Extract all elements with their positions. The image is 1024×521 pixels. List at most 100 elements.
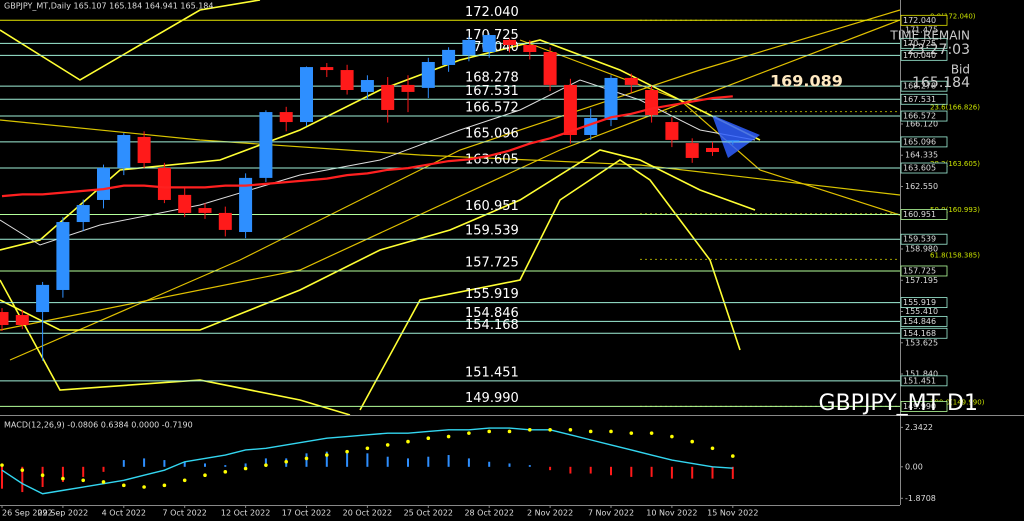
candle-body	[56, 222, 70, 290]
candle-body	[421, 61, 435, 88]
macd-signal-dot	[365, 446, 370, 451]
x-tick-label: 26 Sep 2022	[2, 509, 53, 518]
trendline	[0, 19, 901, 331]
macd-signal-dot	[588, 429, 593, 434]
x-tick-label: 20 Oct 2022	[343, 509, 392, 518]
level-label: 155.919	[465, 287, 519, 302]
level-label: 167.531	[465, 84, 519, 99]
macd-signal-dot	[182, 478, 187, 483]
ma-line	[1, 95, 733, 198]
candle-body	[645, 90, 659, 116]
macd-signal-dot	[162, 483, 167, 488]
level-box	[900, 37, 948, 49]
level-label: 165.096	[465, 126, 519, 141]
macd-signal-dot	[20, 468, 25, 472]
level-axis-label: 165.096	[903, 137, 936, 146]
fib-label: 100.0(149.990)	[930, 398, 985, 406]
trendline	[9, 9, 901, 361]
level-axis-label: 149.990	[903, 402, 936, 411]
macd-signal-dot	[426, 436, 431, 440]
level-box	[900, 80, 948, 92]
candle-body	[604, 77, 618, 120]
candle-body	[685, 143, 699, 158]
macd-signal-dot	[284, 459, 289, 464]
y-tick-label: 162.550	[905, 182, 938, 191]
big-price: 169.089	[770, 72, 843, 91]
level-box	[900, 49, 948, 61]
candle-body	[279, 112, 293, 123]
macd-signal-dot	[40, 473, 45, 478]
bid-price: 165.184	[912, 75, 970, 91]
macd-signal-dot	[609, 429, 613, 434]
level-axis-label: 166.572	[903, 112, 936, 121]
candle-body	[462, 39, 476, 55]
x-tick-label: 29 Sep 2022	[38, 509, 89, 518]
level-box	[900, 209, 948, 220]
candle-body	[36, 284, 50, 313]
candle-body	[360, 80, 374, 92]
macd-signal-dot	[568, 427, 573, 432]
macd-signal-dot	[61, 476, 65, 481]
level-box	[900, 93, 948, 105]
level-axis-label: 168.278	[903, 82, 936, 91]
candle-body	[563, 84, 577, 136]
macd-signal-dot	[304, 456, 309, 461]
envelope-lower	[359, 159, 741, 411]
level-axis-label: 155.919	[903, 298, 936, 307]
candle-body	[340, 70, 354, 91]
macd-signal-dot	[548, 427, 552, 432]
candle-body	[300, 67, 313, 123]
level-label: 168.278	[465, 71, 519, 86]
fib-label: 61.8(158.385)	[930, 251, 980, 259]
macd-signal-dot	[122, 483, 126, 488]
candle-body	[706, 147, 719, 152]
macd-signal-dot	[101, 480, 106, 484]
candle-body	[137, 136, 151, 164]
level-axis-label: 154.846	[903, 317, 936, 326]
level-box	[900, 162, 948, 174]
time-remain-label: TIME REMAIN	[889, 29, 970, 43]
macd-signal-dot	[649, 431, 654, 435]
envelope-lower	[0, 279, 351, 416]
level-box	[900, 265, 948, 277]
level-box	[900, 136, 948, 148]
candle-body	[157, 167, 171, 200]
level-axis-label: 151.451	[903, 376, 936, 385]
level-axis-label: 154.168	[903, 329, 936, 338]
bollinger-lower	[0, 149, 756, 331]
candle-body	[523, 45, 537, 53]
macd-signal-dot	[264, 463, 268, 467]
candle-body	[482, 35, 496, 53]
candle-body	[198, 208, 212, 213]
level-label: 163.605	[465, 153, 519, 168]
y-tick-label: 2.3422	[905, 423, 933, 432]
candle-body	[442, 49, 456, 65]
candle-body	[97, 167, 110, 200]
level-box	[900, 14, 948, 26]
level-box	[900, 315, 948, 327]
macd-signal-dot	[385, 443, 390, 447]
level-axis-label: 172.040	[903, 16, 936, 25]
macd-signal-dot	[467, 431, 471, 435]
candle-body	[178, 194, 192, 213]
y-tick-label: 158.980	[905, 245, 938, 254]
level-box	[900, 375, 948, 387]
level-axis-label: 160.951	[903, 210, 936, 219]
level-label: 160.951	[465, 199, 519, 214]
highlight-triangle	[712, 115, 760, 158]
candle-body	[503, 39, 516, 46]
candle-body	[218, 212, 232, 230]
macd-signal-dot	[142, 485, 146, 489]
bollinger-upper	[0, 39, 761, 251]
macd-signal-dot	[446, 434, 451, 439]
y-tick-label: 153.625	[905, 338, 938, 347]
macd-signal-dot	[345, 449, 349, 454]
x-tick-label: 7 Oct 2022	[163, 509, 207, 518]
level-axis-label: 163.605	[903, 164, 936, 173]
fib-label: 38.2(163.605)	[930, 160, 980, 168]
macd-signal-dot	[325, 453, 329, 457]
macd-signal-dot	[0, 463, 4, 467]
